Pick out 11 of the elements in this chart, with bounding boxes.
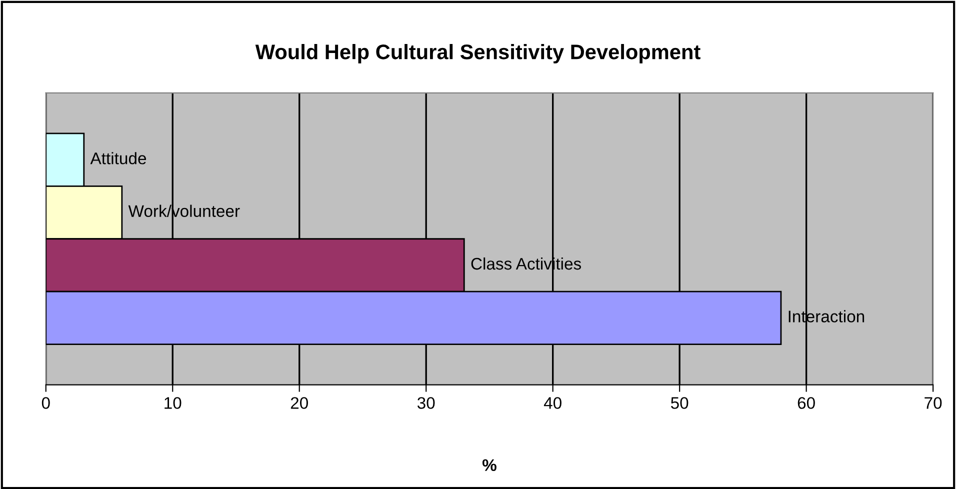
x-tick-label: 60: [798, 397, 815, 409]
x-tick-label: 10: [164, 397, 182, 409]
x-axis-title: %: [482, 459, 496, 471]
x-tick-label: 40: [544, 397, 562, 409]
x-tick-label: 30: [417, 397, 435, 409]
x-tick-label: 70: [924, 397, 942, 409]
x-tick-label: 50: [670, 397, 688, 409]
chart-title: Would Help Cultural Sensitivity Development: [255, 44, 700, 64]
x-tick-label: 20: [290, 397, 308, 409]
x-tick-label: 0: [42, 397, 50, 409]
y-tick-label: Attitude: [90, 152, 146, 164]
